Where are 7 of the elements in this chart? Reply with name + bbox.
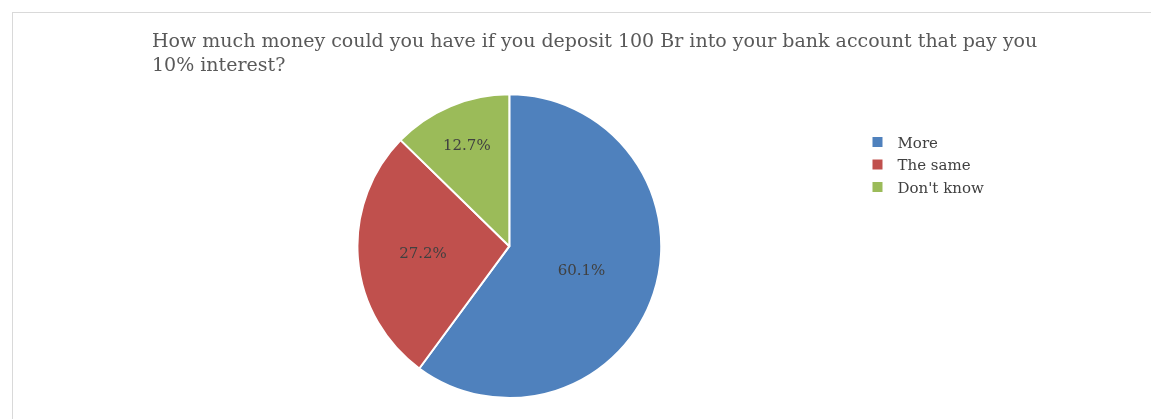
data-label: 12.7% bbox=[442, 136, 491, 155]
legend-label: The same bbox=[897, 156, 971, 175]
data-label: 60.1% bbox=[557, 260, 606, 279]
data-label: 27.2% bbox=[399, 244, 447, 263]
legend-label: Don't know bbox=[897, 178, 984, 197]
chart-title: How much money could you have if you deposit 100 Br into your bank account that pay you 10% interest? bbox=[152, 28, 1039, 76]
legend-label: More bbox=[897, 133, 939, 152]
